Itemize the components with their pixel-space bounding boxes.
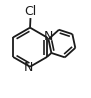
Text: N: N [43,30,53,43]
Text: Cl: Cl [24,5,37,18]
Text: N: N [24,61,33,74]
